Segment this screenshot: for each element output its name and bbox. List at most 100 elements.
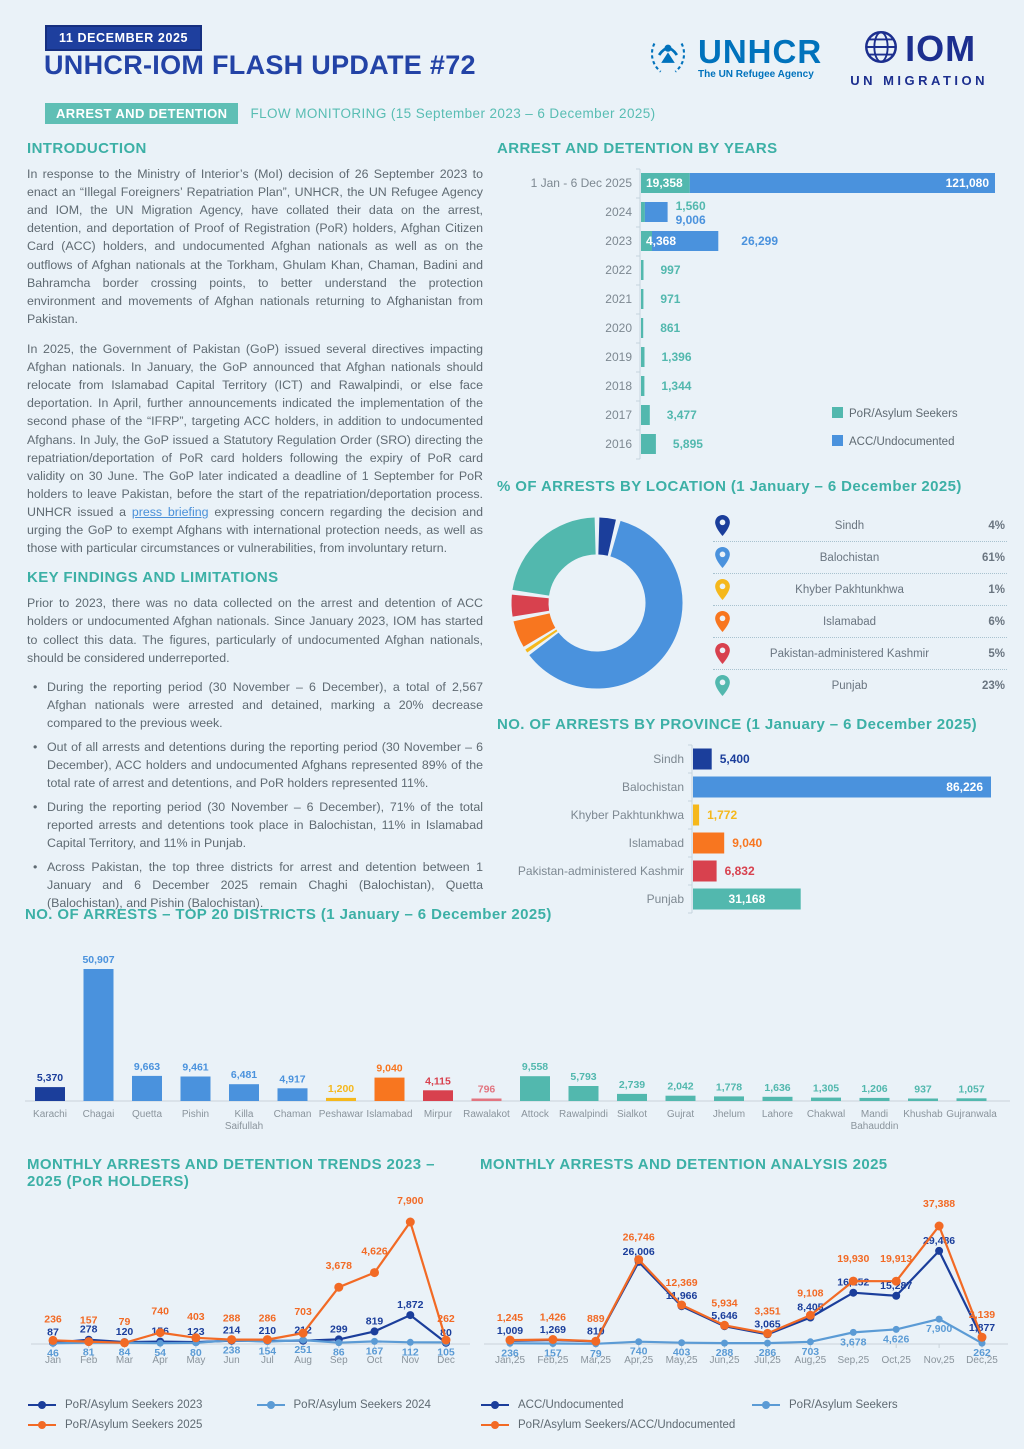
svg-text:15,287: 15,287 <box>880 1280 912 1292</box>
svg-text:120: 120 <box>116 1326 134 1338</box>
svg-text:123: 123 <box>187 1326 205 1338</box>
svg-text:Mar,25: Mar,25 <box>581 1355 612 1366</box>
location-name: Balochistan <box>819 551 880 564</box>
svg-text:Jun,25: Jun,25 <box>709 1355 739 1366</box>
left-column: INTRODUCTION In response to the Ministry… <box>27 140 483 919</box>
svg-text:112: 112 <box>402 1346 419 1358</box>
svg-text:703: 703 <box>802 1346 820 1358</box>
svg-text:Jun: Jun <box>224 1355 240 1366</box>
svg-text:4,626: 4,626 <box>883 1333 909 1345</box>
location-legend-row: Punjab 23% <box>713 670 1007 701</box>
unhcr-logo-text: UNHCR <box>698 33 823 70</box>
svg-text:937: 937 <box>914 1084 932 1096</box>
svg-text:2,739: 2,739 <box>619 1079 645 1091</box>
svg-text:Khushab: Khushab <box>903 1109 943 1120</box>
svg-text:1,200: 1,200 <box>328 1083 354 1095</box>
svg-text:Karachi: Karachi <box>33 1109 67 1120</box>
svg-text:288: 288 <box>716 1347 734 1359</box>
svg-text:26,006: 26,006 <box>623 1246 655 1258</box>
iom-tagline: UN MIGRATION <box>850 73 988 88</box>
legend-marker-icon <box>752 1401 780 1409</box>
monthly-2025-chart: Jan,25 Feb,25 Mar,25 Apr,25 May,25 Jun,25 Jul,… <box>480 1196 1012 1387</box>
svg-text:Nov: Nov <box>401 1355 419 1366</box>
svg-text:Nov,25: Nov,25 <box>924 1355 955 1366</box>
tagbar: ARREST AND DETENTION FLOW MONITORING (15… <box>45 103 656 124</box>
svg-text:2020: 2020 <box>605 321 632 335</box>
legend-marker-icon <box>28 1421 56 1429</box>
svg-text:286: 286 <box>259 1313 277 1325</box>
iom-globe-icon <box>862 28 900 70</box>
svg-text:Jan,25: Jan,25 <box>495 1355 525 1366</box>
location-percent: 5% <box>988 647 1005 660</box>
svg-text:997: 997 <box>661 263 681 277</box>
svg-text:3,678: 3,678 <box>840 1336 866 1348</box>
svg-text:Aug: Aug <box>294 1355 312 1366</box>
districts-chart-heading: NO. OF ARRESTS – TOP 20 DISTRICTS (1 Jan… <box>25 906 552 923</box>
svg-text:Sep: Sep <box>330 1355 348 1366</box>
svg-text:299: 299 <box>330 1323 348 1335</box>
svg-text:740: 740 <box>151 1306 169 1318</box>
key-finding-item: During the reporting period (30 November… <box>33 679 483 733</box>
provinces-chart-heading: NO. OF ARRESTS BY PROVINCE (1 January – … <box>497 716 978 733</box>
svg-text:7,900: 7,900 <box>926 1323 952 1335</box>
svg-text:Islamabad: Islamabad <box>629 836 684 850</box>
svg-text:Oct: Oct <box>367 1355 383 1366</box>
report-period: FLOW MONITORING (15 September 2023 – 6 D… <box>250 106 656 121</box>
svg-text:3,678: 3,678 <box>326 1260 352 1272</box>
svg-text:26,746: 26,746 <box>623 1232 655 1244</box>
press-briefing-link[interactable]: press briefing <box>131 504 209 519</box>
svg-text:54: 54 <box>154 1347 166 1359</box>
svg-text:87: 87 <box>47 1327 59 1339</box>
svg-text:86,226: 86,226 <box>946 780 983 794</box>
legend-label: PoR/Asylum Seekers 2024 <box>293 1399 431 1411</box>
svg-text:288: 288 <box>223 1313 241 1325</box>
svg-text:Bahauddin: Bahauddin <box>851 1121 899 1132</box>
svg-text:9,558: 9,558 <box>522 1061 548 1073</box>
locations-donut <box>497 503 697 708</box>
legend-item: ACC/Undocumented <box>480 1399 741 1411</box>
svg-text:121,080: 121,080 <box>946 176 990 190</box>
svg-text:861: 861 <box>660 321 680 335</box>
svg-text:19,930: 19,930 <box>837 1253 869 1265</box>
location-legend-row: Khyber Pakhtunkhwa 1% <box>713 574 1007 606</box>
key-finding-item: During the reporting period (30 November… <box>33 799 483 853</box>
date-badge: 11 DECEMBER 2025 <box>45 25 203 51</box>
svg-text:5,793: 5,793 <box>570 1071 596 1083</box>
districts-chart-svg: 5,370 Karachi 50,907 Chagai 9,663 Quetta 9,461… <box>25 954 1010 1132</box>
svg-text:740: 740 <box>630 1346 648 1358</box>
svg-text:1,305: 1,305 <box>813 1083 839 1095</box>
locations-chart-heading: % OF ARRESTS BY LOCATION (1 January – 6 … <box>497 478 962 495</box>
svg-text:1,778: 1,778 <box>716 1081 742 1093</box>
svg-text:26,299: 26,299 <box>741 234 778 248</box>
districts-chart: 5,370 Karachi 50,907 Chagai 9,663 Quetta 9,461… <box>25 931 1010 1164</box>
svg-text:Jul,25: Jul,25 <box>754 1355 781 1366</box>
svg-text:971: 971 <box>660 292 680 306</box>
location-name: Pakistan-administered Kashmir <box>769 647 930 660</box>
monthly-2025-legend: ACC/Undocumented PoR/Asylum Seekers PoR/As… <box>480 1399 1012 1431</box>
svg-text:4,917: 4,917 <box>279 1073 305 1085</box>
svg-text:238: 238 <box>223 1344 241 1356</box>
svg-text:Feb: Feb <box>80 1355 98 1366</box>
svg-text:4,368: 4,368 <box>646 234 676 248</box>
svg-text:251: 251 <box>294 1344 312 1356</box>
location-name: Sindh <box>834 519 865 532</box>
svg-text:6,832: 6,832 <box>725 864 755 878</box>
location-percent: 4% <box>988 519 1005 532</box>
location-percent: 23% <box>981 679 1005 692</box>
monthly-por-legend: PoR/Asylum Seekers 2023 PoR/Asylum Seeker… <box>27 1399 474 1431</box>
svg-text:Sep,25: Sep,25 <box>837 1355 869 1366</box>
svg-text:Apr: Apr <box>152 1355 168 1366</box>
svg-text:Saifullah: Saifullah <box>225 1121 263 1132</box>
page-title: UNHCR-IOM FLASH UPDATE #72 <box>44 50 476 80</box>
legend-marker-icon <box>481 1401 509 1409</box>
unhcr-tagline: The UN Refugee Agency <box>698 69 814 80</box>
introduction-text-1: In response to the Ministry of Interior’… <box>27 167 483 326</box>
svg-text:Balochistan: Balochistan <box>622 780 684 794</box>
legend-item: PoR/Asylum Seekers/ACC/Undocumented <box>480 1419 741 1431</box>
svg-text:262: 262 <box>973 1347 991 1359</box>
key-finding-item: Across Pakistan, the top three districts… <box>33 859 483 913</box>
svg-text:79: 79 <box>590 1348 602 1360</box>
svg-text:5,370: 5,370 <box>37 1072 63 1084</box>
svg-text:1,396: 1,396 <box>662 350 692 364</box>
